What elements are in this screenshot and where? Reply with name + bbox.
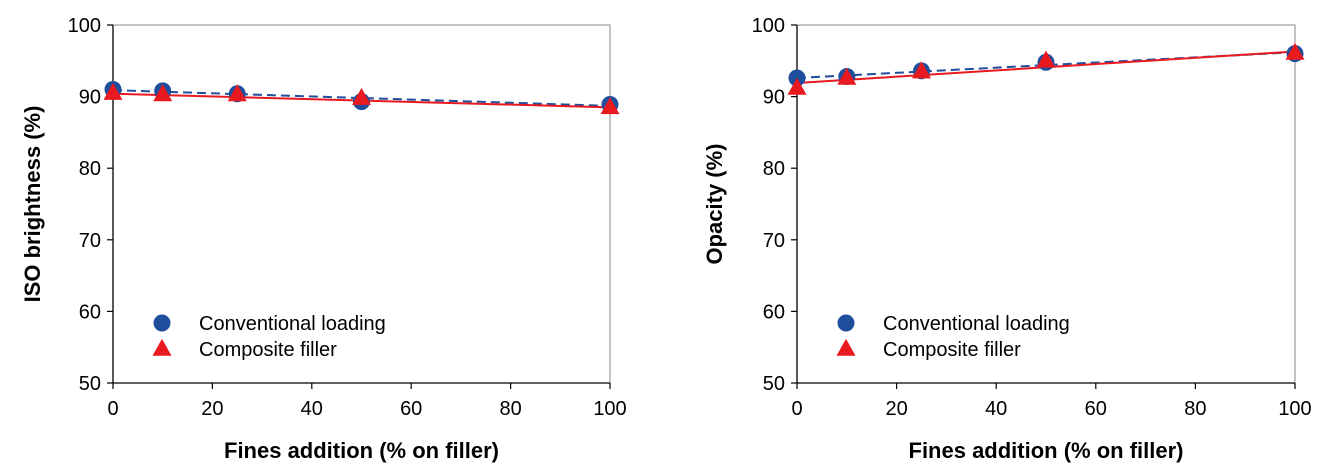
x-tick-label: 20 — [885, 398, 907, 420]
y-tick-label: 70 — [763, 230, 785, 252]
x-tick-label: 0 — [791, 398, 802, 420]
y-tick-label: 80 — [763, 158, 785, 180]
brightness-chart: 50 60 70 80 90 100 0 20 40 60 80 100 Fines addition … — [20, 15, 627, 463]
x-tick-label: 60 — [400, 398, 422, 420]
y-tick-label: 60 — [79, 301, 101, 323]
legend-marker-1 — [152, 338, 172, 356]
series-1-data-point — [153, 84, 173, 102]
series-1-data-point — [600, 97, 620, 115]
y-axis-title: Opacity (%) — [702, 143, 727, 264]
x-tick-label: 80 — [1184, 398, 1206, 420]
legend-marker-0 — [153, 314, 171, 332]
y-tick-label: 60 — [763, 301, 785, 323]
legend-label-1: Composite filler — [199, 339, 337, 361]
series-1-data-point — [227, 84, 247, 102]
y-tick-label: 90 — [763, 87, 785, 109]
x-tick-label: 100 — [1278, 398, 1311, 420]
series-1-data-point — [1285, 42, 1305, 60]
legend-label-0: Conventional loading — [199, 313, 386, 335]
y-tick-label: 50 — [79, 373, 101, 395]
x-tick-label: 40 — [301, 398, 323, 420]
y-tick-label: 90 — [79, 87, 101, 109]
series-1-data-point — [912, 61, 931, 79]
legend-marker-1 — [836, 338, 856, 356]
series-0-trend-line — [112, 89, 611, 107]
x-tick-label: 0 — [107, 398, 118, 420]
series-1-data-point — [103, 82, 123, 100]
y-axis-title: ISO brightness (%) — [20, 106, 45, 303]
x-tick-label: 80 — [499, 398, 521, 420]
x-tick-label: 20 — [201, 398, 223, 420]
series-1-data-point — [787, 77, 807, 95]
legend-label-1: Composite filler — [883, 339, 1021, 361]
y-tick-label: 80 — [79, 158, 101, 180]
series-1-data-point — [837, 67, 857, 85]
x-tick-label: 40 — [985, 398, 1007, 420]
y-tick-label: 100 — [752, 15, 785, 37]
series-1-data-point — [1036, 50, 1056, 68]
opacity-chart: 50 60 70 80 90 100 0 20 40 60 80 100 Fines addition … — [702, 15, 1312, 463]
series-1-data-point — [352, 87, 371, 105]
legend-label-0: Conventional loading — [883, 313, 1070, 335]
x-tick-label: 100 — [593, 398, 626, 420]
x-axis-title: Fines addition (% on filler) — [909, 438, 1184, 463]
y-tick-label: 70 — [79, 230, 101, 252]
legend-marker-0 — [837, 314, 855, 332]
y-tick-label: 50 — [763, 373, 785, 395]
x-axis-title: Fines addition (% on filler) — [224, 438, 499, 463]
y-tick-label: 100 — [68, 15, 101, 37]
x-tick-label: 60 — [1085, 398, 1107, 420]
